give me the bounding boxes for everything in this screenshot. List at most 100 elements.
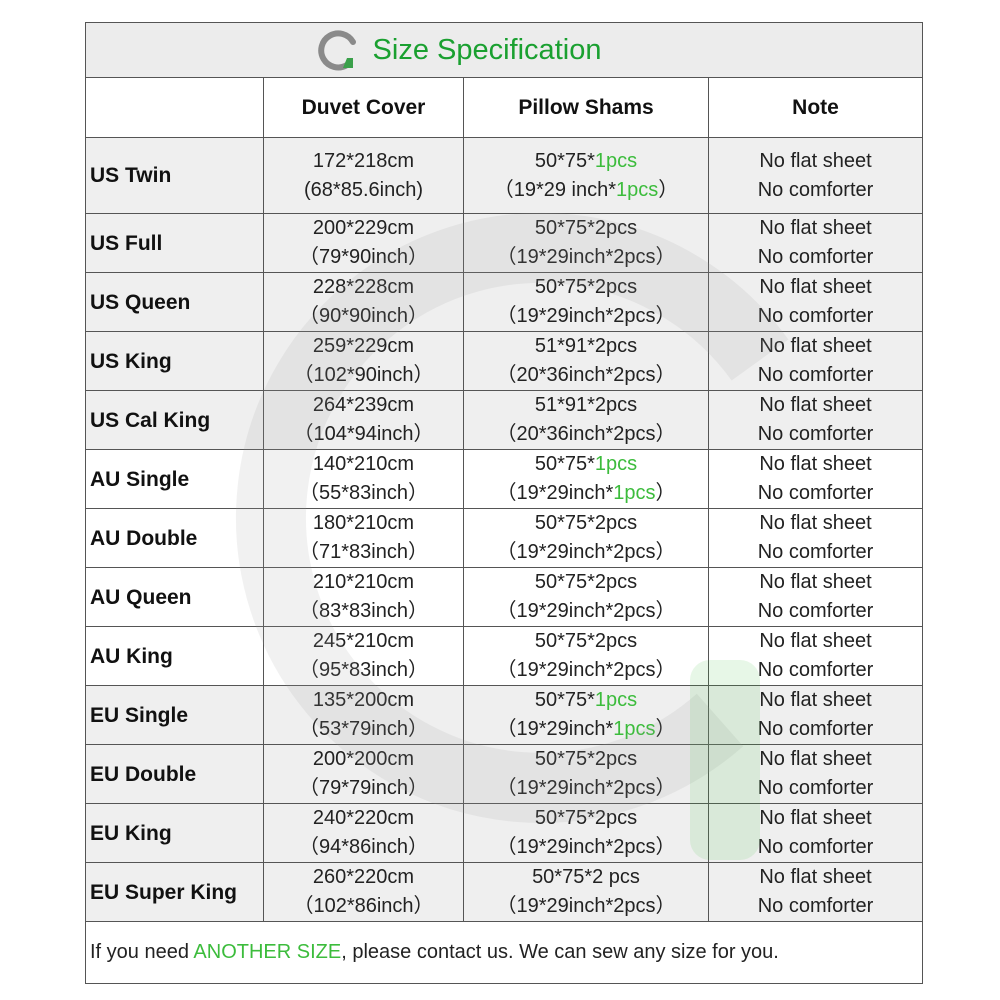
duvet-size-line: 260*220cm [312, 866, 415, 888]
pillow-count-highlight: 1pcs [613, 482, 656, 504]
pillow-size-text: ） [655, 718, 676, 740]
note-line: No flat sheet [759, 512, 872, 534]
note-cell: No flat sheet No comforter [708, 331, 923, 391]
pillow-size-text: （19*29inch*2pcs） [496, 836, 676, 858]
size-name: US King [85, 331, 264, 391]
duvet-size-line: （90*90inch） [299, 305, 428, 327]
note-line: No comforter [757, 364, 874, 386]
header-row: Duvet Cover Pillow Shams Note [85, 77, 923, 138]
pillow-count-highlight: 1pcs [594, 453, 638, 475]
pillow-size-line: （20*36inch*2pcs） [464, 361, 708, 390]
size-name: EU King [85, 803, 264, 863]
pillow-size-text: （19*29inch*2pcs） [496, 246, 676, 268]
table-row: US Twin 172*218cm (68*85.6inch) 50*75*1pcs （… [85, 137, 923, 214]
duvet-size-line: 200*200cm [312, 748, 415, 770]
size-name: AU Double [85, 508, 264, 568]
duvet-size-line: （55*83inch） [299, 482, 428, 504]
pillow-count-highlight: 1pcs [594, 689, 638, 711]
size-name: AU Queen [85, 567, 264, 627]
duvet-cover-cell: 210*210cm （83*83inch） [263, 567, 464, 627]
pillow-size-line: 50*75*2pcs [464, 509, 708, 538]
note-line: No flat sheet [759, 394, 872, 416]
duvet-size-line: 172*218cm [312, 149, 415, 172]
pillow-size-text: 50*75*2pcs [534, 748, 638, 770]
note-line: No comforter [757, 659, 874, 681]
pillow-shams-cell: 50*75*2pcs （19*29inch*2pcs） [463, 803, 709, 863]
table-row: AU Single 140*210cm （55*83inch） 50*75*1pcs （… [85, 449, 923, 509]
size-name: AU Single [85, 449, 264, 509]
table-row: US King 259*229cm （102*90inch） 51*91*2pcs （2… [85, 331, 923, 391]
pillow-size-text: （20*36inch*2pcs） [496, 364, 676, 386]
pillow-count-highlight: 1pcs [616, 178, 659, 201]
duvet-cover-cell: 245*210cm （95*83inch） [263, 626, 464, 686]
duvet-size-line: （83*83inch） [299, 600, 428, 622]
table-row: US Queen 228*228cm （90*90inch） 50*75*2pcs （1… [85, 272, 923, 332]
pillow-size-line: （19*29 inch*1pcs） [464, 176, 708, 205]
table-row: US Full 200*229cm （79*90inch） 50*75*2pcs （19… [85, 213, 923, 273]
pillow-size-line: 50*75*2pcs [464, 273, 708, 302]
pillow-size-line: 50*75*2pcs [464, 214, 708, 243]
size-name: US Full [85, 213, 264, 273]
duvet-size-line: （94*86inch） [299, 836, 428, 858]
size-name: EU Double [85, 744, 264, 804]
duvet-size-line: （79*90inch） [299, 246, 428, 268]
duvet-cover-cell: 228*228cm （90*90inch） [263, 272, 464, 332]
note-line: No flat sheet [759, 630, 872, 652]
pillow-size-text: （19*29inch*2pcs） [496, 600, 676, 622]
pillow-size-text: 50*75*2pcs [534, 217, 638, 239]
note-line: No flat sheet [759, 335, 872, 357]
note-line: No flat sheet [759, 866, 872, 888]
note-line: No flat sheet [759, 571, 872, 593]
page-title: Size Specification [372, 33, 602, 66]
duvet-cover-cell: 259*229cm （102*90inch） [263, 331, 464, 391]
pillow-size-text: 50*75* [534, 453, 595, 475]
note-line: No comforter [757, 718, 874, 740]
size-name: EU Single [85, 685, 264, 745]
pillow-size-line: 50*75*2pcs [464, 568, 708, 597]
note-cell: No flat sheet No comforter [708, 685, 923, 745]
pillow-size-line: （19*29inch*1pcs） [464, 479, 708, 508]
note-cell: No flat sheet No comforter [708, 508, 923, 568]
circle-arc-logo-icon [317, 30, 356, 71]
note-cell: No flat sheet No comforter [708, 862, 923, 922]
pillow-count-highlight: 1pcs [594, 149, 638, 172]
size-name: US Cal King [85, 390, 264, 450]
pillow-size-line: （19*29inch*2pcs） [464, 302, 708, 331]
pillow-size-line: 50*75*2pcs [464, 804, 708, 833]
pillow-size-text: （19*29inch* [496, 718, 614, 740]
pillow-size-text: （19*29 inch* [493, 178, 617, 201]
duvet-size-line: （79*79inch） [299, 777, 428, 799]
pillow-size-text: 50*75*2 pcs [532, 866, 640, 888]
table-row: AU Double 180*210cm （71*83inch） 50*75*2pcs （… [85, 508, 923, 568]
title-row: Size Specification [85, 22, 923, 78]
pillow-size-text: （19*29inch*2pcs） [496, 541, 676, 563]
duvet-size-line: （71*83inch） [299, 541, 428, 563]
note-line: No flat sheet [759, 748, 872, 770]
pillow-size-text: 50*75*2pcs [534, 276, 638, 298]
pillow-size-text: 50*75* [534, 689, 595, 711]
duvet-size-line: （53*79inch） [299, 718, 428, 740]
note-cell: No flat sheet No comforter [708, 390, 923, 450]
pillow-shams-cell: 50*75*2pcs （19*29inch*2pcs） [463, 744, 709, 804]
duvet-cover-cell: 264*239cm （104*94inch） [263, 390, 464, 450]
header-size [85, 77, 264, 138]
header-note: Note [708, 77, 923, 138]
pillow-size-text: 50*75*2pcs [534, 571, 638, 593]
note-line: No flat sheet [759, 689, 872, 711]
note-line: No comforter [757, 482, 874, 504]
pillow-size-text: 50*75*2pcs [534, 807, 638, 829]
duvet-size-line: 200*229cm [312, 217, 415, 239]
pillow-size-line: （19*29inch*2pcs） [464, 774, 708, 803]
duvet-cover-cell: 240*220cm （94*86inch） [263, 803, 464, 863]
note-line: No comforter [757, 836, 874, 858]
size-name: EU Super King [85, 862, 264, 922]
pillow-size-text: （19*29inch*2pcs） [496, 305, 676, 327]
table-row: AU Queen 210*210cm （83*83inch） 50*75*2pcs （1… [85, 567, 923, 627]
footer-text: , please contact us. We can sew any size… [341, 941, 779, 963]
pillow-shams-cell: 50*75*2pcs （19*29inch*2pcs） [463, 567, 709, 627]
pillow-shams-cell: 50*75*2pcs （19*29inch*2pcs） [463, 508, 709, 568]
note-line: No comforter [757, 600, 874, 622]
pillow-size-line: 50*75*1pcs [464, 147, 708, 176]
pillow-shams-cell: 51*91*2pcs （20*36inch*2pcs） [463, 331, 709, 391]
size-name: AU King [85, 626, 264, 686]
